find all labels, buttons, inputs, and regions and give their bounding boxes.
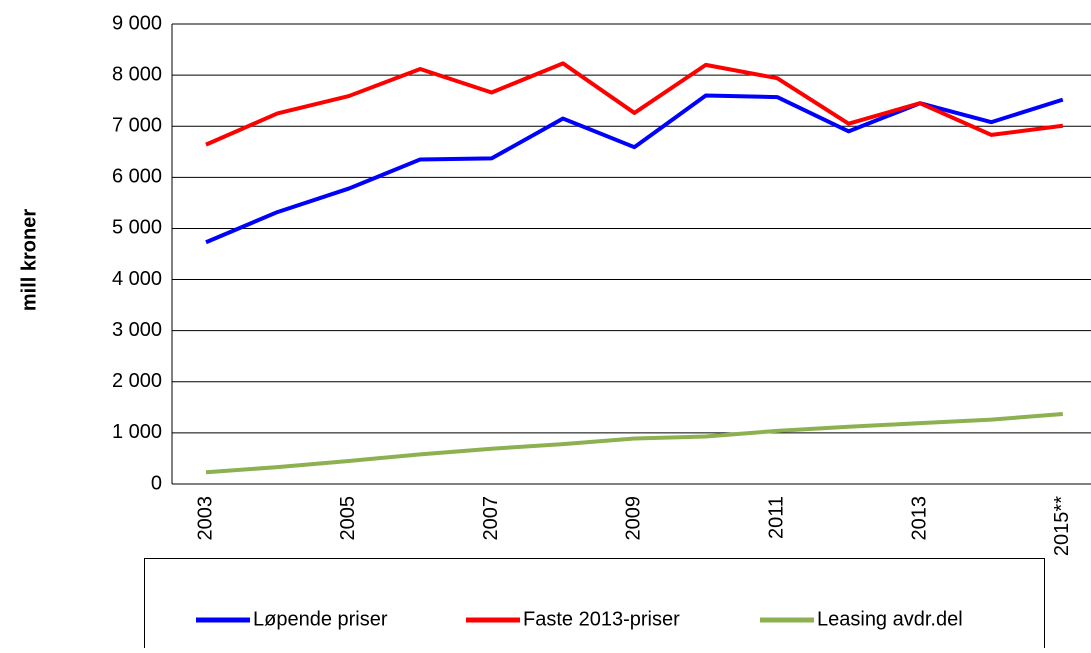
y-tick-label: 5 000: [112, 217, 162, 239]
legend-box: [144, 558, 1045, 653]
x-tick-label: 2003: [194, 496, 216, 541]
y-tick-label: 0: [151, 472, 162, 494]
y-axis-label: mill kroner: [18, 209, 40, 311]
y-tick-label: 4 000: [112, 268, 162, 290]
x-tick-label: 2007: [480, 496, 502, 541]
y-tick-label: 6 000: [112, 166, 162, 188]
legend-label: Faste 2013-priser: [523, 608, 680, 630]
series-line: [205, 61, 1064, 147]
y-tick-label: 1 000: [112, 421, 162, 443]
series-line: [205, 93, 1064, 245]
x-tick-label: 2005: [337, 496, 359, 541]
x-tick-label: 2015**: [1051, 496, 1073, 556]
y-tick-label: 3 000: [112, 319, 162, 341]
y-tick-label: 9 000: [112, 12, 162, 34]
y-tick-label: 7 000: [112, 115, 162, 137]
legend-label: Løpende priser: [253, 608, 388, 630]
x-tick-label: 2011: [765, 496, 787, 539]
y-tick-label: 8 000: [112, 63, 162, 85]
x-tick-label: 2013: [908, 496, 930, 541]
x-tick-label: 2009: [623, 496, 645, 541]
legend-label: Leasing avdr.del: [817, 608, 963, 630]
y-tick-label: 2 000: [112, 370, 162, 392]
series-line: [205, 411, 1063, 475]
